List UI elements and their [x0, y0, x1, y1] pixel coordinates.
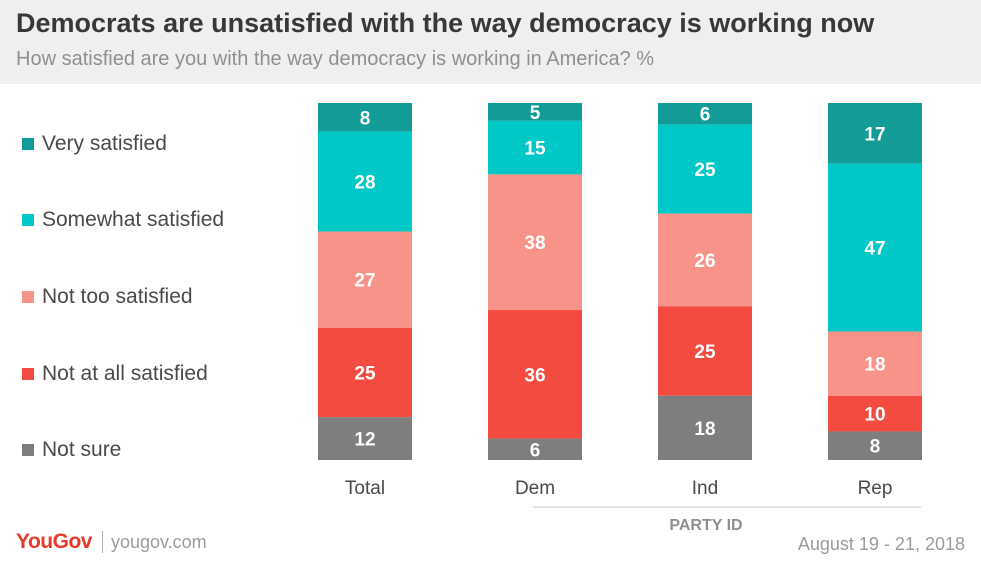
bar-segment: [828, 163, 922, 332]
bar-segment: [828, 331, 922, 396]
category-label: Ind: [692, 478, 718, 499]
legend-swatch: [22, 291, 34, 303]
legend-label: Not sure: [42, 438, 122, 461]
bar-segment: [488, 103, 582, 121]
data-label: 5: [530, 103, 541, 124]
legend-item-not-at-all-satisfied: Not at all satisfied: [22, 359, 302, 389]
group-label: PARTY ID: [669, 517, 742, 534]
data-label: 10: [864, 405, 885, 426]
legend-label: Very satisfied: [42, 132, 167, 155]
legend-label: Not too satisfied: [42, 285, 193, 308]
survey-date: August 19 - 21, 2018: [797, 534, 965, 554]
data-label: 12: [354, 430, 375, 451]
bar-segment: [658, 306, 752, 396]
chart-title: Democrats are unsatisfied with the way d…: [16, 8, 875, 38]
data-label: 38: [524, 233, 545, 254]
data-label: 17: [864, 124, 885, 145]
bar-segment: [658, 124, 752, 214]
data-label: 25: [694, 160, 716, 181]
bar-segment: [488, 438, 582, 460]
data-label: 6: [700, 105, 711, 126]
category-label: Total: [345, 478, 385, 499]
footer-site: yougov.com: [110, 531, 207, 552]
data-label: 8: [870, 437, 881, 458]
chart-subtitle: How satisfied are you with the way democ…: [16, 48, 655, 70]
bar-segment: [828, 103, 922, 164]
bar-segment: [488, 174, 582, 311]
bar-segment: [828, 431, 922, 460]
bar-segment: [828, 395, 922, 432]
legend-swatch: [22, 138, 34, 150]
legend-swatch: [22, 444, 34, 456]
data-label: 47: [864, 239, 885, 260]
data-label: 18: [694, 419, 715, 440]
data-label: 28: [354, 173, 375, 194]
bar-segment: [658, 395, 752, 460]
legend-item-somewhat-satisfied: Somewhat satisfied: [22, 205, 302, 235]
bar-segment: [318, 327, 412, 418]
bar-segment: [658, 103, 752, 125]
data-label: 18: [864, 355, 885, 376]
footer-divider: [101, 531, 103, 553]
bar-segment: [318, 131, 412, 232]
bar-segment: [658, 213, 752, 307]
data-label: 25: [694, 342, 716, 363]
bar-segment: [488, 310, 582, 439]
data-label: 25: [354, 364, 376, 385]
data-label: 27: [354, 271, 375, 292]
legend-label: Somewhat satisfied: [42, 208, 225, 231]
data-label: 36: [524, 365, 545, 386]
data-label: 26: [694, 251, 715, 272]
legend-swatch: [22, 214, 34, 226]
legend-swatch: [22, 368, 34, 380]
data-label: 8: [360, 108, 371, 129]
legend-label: Not at all satisfied: [42, 362, 208, 385]
data-label: 15: [524, 139, 546, 160]
bar-segment: [318, 231, 412, 328]
header: Democrats are unsatisfied with the way d…: [0, 0, 981, 84]
footer-brand: YouGov yougov.com: [16, 530, 207, 554]
legend-item-not-sure: Not sure: [22, 435, 302, 465]
data-label: 6: [530, 440, 541, 461]
legend-item-not-too-satisfied: Not too satisfied: [22, 282, 302, 312]
yougov-logo: YouGov: [16, 530, 92, 553]
bar-segment: [318, 417, 412, 460]
legend-item-very-satisfied: Very satisfied: [22, 129, 302, 159]
bar-segment: [318, 103, 412, 132]
category-label: Rep: [858, 478, 893, 499]
category-label: Dem: [515, 478, 555, 499]
bar-segment: [488, 120, 582, 175]
